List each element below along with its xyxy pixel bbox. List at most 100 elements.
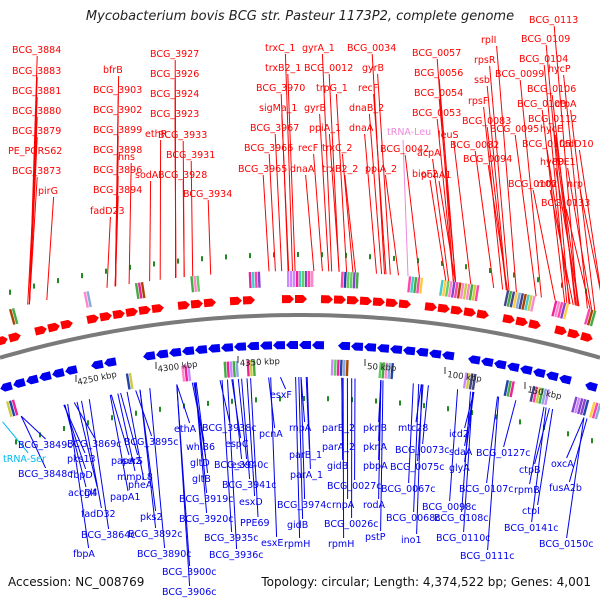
forward-gene-label: hycD	[540, 157, 564, 168]
reverse-annotation-block	[6, 399, 19, 418]
forward-gene-label: rplI	[481, 35, 496, 46]
reverse-gene-label: parB_1	[289, 450, 322, 461]
reverse-annotation-block	[330, 359, 349, 377]
inner-marker	[231, 398, 233, 404]
reverse-gene-label: BCG_3895c	[124, 437, 179, 448]
scale-label: 4300 kbp	[157, 360, 198, 375]
reverse-leader-line	[529, 406, 545, 485]
reverse-gene-label: BCG_3906c	[162, 587, 217, 598]
reverse-gene-label: gidB	[327, 461, 348, 472]
forward-gene-arrow	[437, 303, 450, 313]
reverse-leader-line	[76, 401, 98, 488]
forward-gene-arrow	[463, 307, 476, 317]
forward-gene-label: ppiA_1	[309, 123, 341, 134]
forward-leader-line	[373, 93, 387, 275]
reverse-gene-label: esxC	[231, 460, 254, 471]
forward-gene-arrow	[398, 299, 411, 309]
reverse-gene-label: parB_2	[322, 423, 355, 434]
reverse-leader-line	[221, 379, 233, 533]
reverse-gene-label: BCG_3892c	[128, 529, 183, 540]
forward-leader-line	[555, 134, 580, 307]
reverse-leader-line	[250, 378, 259, 518]
forward-leader-line	[328, 73, 340, 272]
forward-gene-label: BCG_0103	[517, 99, 566, 110]
reverse-gene-label: papA2	[111, 456, 141, 467]
reverse-leader-line	[176, 384, 191, 424]
forward-gene-arrow	[0, 336, 8, 347]
forward-leader-line	[453, 140, 472, 285]
forward-gene-arrow	[567, 328, 580, 339]
reverse-gene-label: ctpB	[519, 465, 541, 476]
reverse-gene-label: BCG_3920c	[179, 514, 234, 525]
forward-gene-label: BCG_0012	[304, 63, 353, 74]
scale-label: 100 kbp	[447, 370, 483, 385]
reverse-leader-line	[126, 391, 145, 480]
reverse-leader-line	[149, 388, 166, 549]
reverse-gene-arrow	[429, 349, 442, 359]
reverse-gene-label: BCG_3935c	[204, 533, 259, 544]
forward-gene-arrow	[294, 294, 307, 304]
forward-gene-arrow	[125, 307, 138, 317]
forward-leader-line	[319, 113, 330, 272]
reverse-gene-label: ethA	[174, 424, 197, 435]
reverse-gene-label: BCG_0108c	[434, 513, 489, 524]
forward-gene-arrow	[346, 296, 359, 305]
forward-leader-line	[578, 149, 600, 289]
reverse-leader-line	[298, 376, 304, 520]
forward-gene-label: sodA	[135, 170, 159, 181]
forward-leader-line	[287, 73, 296, 272]
forward-leader-line	[543, 64, 568, 304]
forward-leader-line	[546, 149, 571, 305]
reverse-gene-arrow	[143, 351, 156, 361]
forward-gene-label: hns	[118, 152, 135, 163]
reverse-gene-arrow	[0, 381, 13, 392]
reverse-gene-arrow	[416, 347, 429, 357]
reverse-leader-line	[537, 408, 554, 506]
inner-marker	[159, 406, 161, 412]
reverse-leader-line	[341, 377, 344, 461]
forward-gene-label: trpG_1	[316, 83, 348, 94]
reverse-gene-label: pks2	[140, 512, 163, 523]
reverse-leader-line	[568, 418, 588, 483]
inner-marker	[135, 410, 137, 416]
outer-marker	[129, 264, 131, 270]
reverse-gene-label: gidB	[287, 520, 308, 531]
forward-gene-label: ponA1	[421, 170, 451, 181]
forward-leader-line	[563, 74, 588, 309]
reverse-leader-line	[378, 380, 382, 500]
forward-gene-label: mtn	[537, 179, 556, 190]
reverse-gene-label: BCG_0141c	[504, 523, 559, 534]
scale-label: 4350 kbp	[240, 357, 281, 369]
reverse-gene-label: BCG_3940c	[214, 460, 269, 471]
reverse-gene-label: BCG_3848c	[18, 469, 73, 480]
forward-gene-label: BCG_3931	[166, 150, 215, 161]
forward-gene-label: BCG_3894	[93, 185, 142, 196]
forward-leader-line	[487, 164, 508, 291]
inner-marker	[303, 396, 305, 401]
forward-gene-label: dnaB_2	[349, 103, 384, 114]
forward-leader-line	[341, 153, 354, 273]
reverse-leader-line	[120, 392, 139, 456]
reverse-leader-line	[463, 391, 474, 533]
reverse-leader-line	[64, 404, 87, 488]
forward-leader-line	[182, 180, 185, 278]
reverse-gene-label: esxD	[239, 497, 263, 508]
forward-leader-line	[106, 216, 111, 288]
reverse-gene-label: BCG_0067c	[381, 484, 436, 495]
forward-gene-label: BCG_3927	[150, 49, 199, 60]
forward-gene-label: ppiA_2	[365, 164, 397, 175]
forward-gene-label: BCG_0034	[347, 43, 396, 54]
forward-leader-line	[565, 208, 591, 310]
forward-gene-label: trxB2_1	[265, 63, 301, 74]
reverse-leader-line	[232, 379, 243, 460]
forward-leader-line	[149, 180, 152, 282]
forward-leader-line	[474, 150, 495, 288]
outer-marker	[153, 261, 155, 267]
forward-gene-arrow	[203, 298, 216, 308]
reverse-gene-arrow	[156, 349, 169, 359]
reverse-gene-label: BCG_3890c	[137, 549, 192, 560]
reverse-gene-label: rodA	[363, 500, 386, 511]
forward-leader-line	[268, 153, 276, 272]
reverse-gene-arrow	[52, 368, 65, 378]
